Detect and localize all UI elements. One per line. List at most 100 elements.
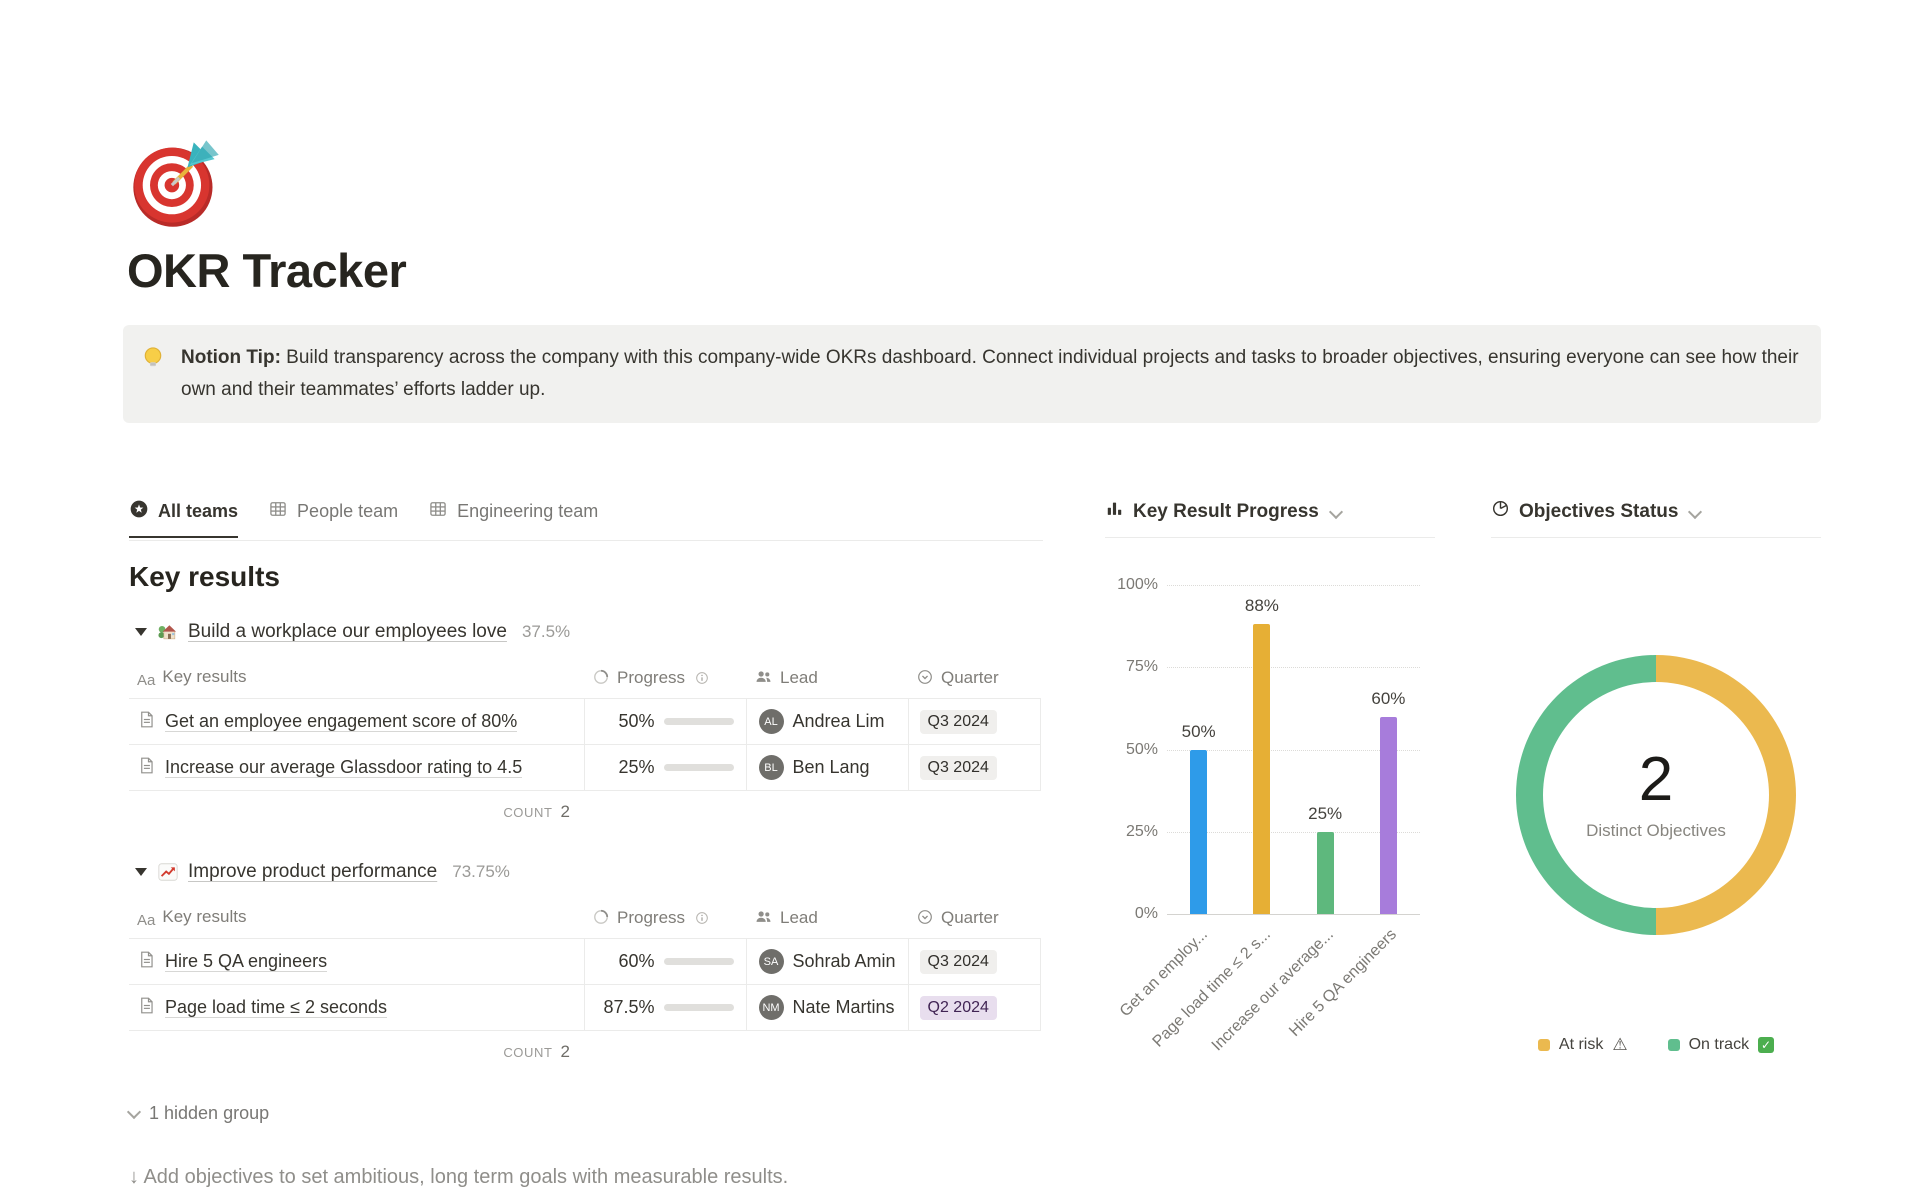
key-result-title[interactable]: Page load time ≤ 2 seconds [165,997,388,1017]
page-icon [137,996,156,1020]
header-progress[interactable]: Progress [584,901,746,939]
group-1: Improve product performance 73.75% Aa Key r… [129,859,1043,1073]
dartboard-icon[interactable] [125,132,225,232]
donut-center: 2 Distinct Objectives [1516,655,1796,935]
text-property-icon: Aa [137,911,156,929]
progress-bar [663,958,734,965]
tab-engineering-team[interactable]: Engineering team [428,499,598,536]
header-key-results[interactable]: Aa Key results [129,661,584,699]
donut-chart-header[interactable]: Objectives Status [1491,499,1821,538]
bar-chart-icon [1105,499,1124,524]
lead-cell[interactable]: SA Sohrab Amin [745,938,908,985]
gridline [1167,831,1420,833]
avatar: BL [758,755,784,780]
groups: Build a workplace our employees love 37.5… [129,619,1043,1073]
lead-name: Ben Lang [792,757,870,777]
bar-value-label: 60% [1371,688,1406,708]
bar-chart-header[interactable]: Key Result Progress [1105,499,1435,538]
quarter-cell[interactable]: Q3 2024 [907,744,1041,791]
section-title: Key results [129,561,280,592]
bar-3 [1379,716,1397,914]
key-result-title[interactable]: Hire 5 QA engineers [165,951,328,971]
tab-all-teams[interactable]: All teams [129,499,239,538]
add-objectives-hint: ↓ Add objectives to set ambitious, long … [129,1166,789,1188]
header-quarter[interactable]: Quarter [908,901,1040,939]
header-progress[interactable]: Progress [584,661,746,699]
group-toggle-icon[interactable] [135,868,147,876]
y-axis-tick: 75% [1125,658,1158,676]
count-value: 2 [560,802,570,821]
progress-ring-icon [592,908,610,926]
key-result-title[interactable]: Get an employee engagement score of 80% [165,711,518,731]
bar-plot: 100% 75% 50% 25% 0% 50% 88% 25% 60% [1117,576,1420,922]
bar-x-labels: Get an employ... Page load time ≤ 2 s... I… [1116,914,1420,1084]
progress-value: 60% [618,951,655,971]
table-row[interactable]: Get an employee engagement score of 80% 5… [129,698,1041,745]
page-title: OKR Tracker [127,244,407,297]
key-result-title[interactable]: Increase our average Glassdoor rating to… [165,757,523,777]
y-axis-tick: 50% [1125,740,1158,758]
count-row[interactable]: COUNT 2 [129,791,584,833]
group-title[interactable]: Improve product performance [188,861,438,882]
legend-swatch [1667,1039,1680,1051]
people-icon [754,667,773,686]
lead-cell[interactable]: AL Andrea Lim [745,698,908,745]
header-key-results[interactable]: Aa Key results [129,901,584,939]
progress-cell[interactable]: 25% [583,744,746,791]
progress-bar [663,1004,734,1011]
donut-chart-title: Objectives Status [1519,500,1679,522]
lead-cell[interactable]: BL Ben Lang [745,744,908,791]
key-result-cell[interactable]: Page load time ≤ 2 seconds [129,984,584,1031]
chevron-down-icon [126,1104,142,1119]
legend-item-at-risk: At risk ⚠ [1537,1035,1628,1055]
hidden-group-toggle[interactable]: 1 hidden group [126,1103,1043,1124]
bar-0 [1190,749,1208,914]
key-result-cell[interactable]: Hire 5 QA engineers [129,938,584,985]
quarter-cell[interactable]: Q3 2024 [907,938,1041,985]
group-header: Build a workplace our employees love 37.5… [129,619,1043,645]
lead-name: Nate Martins [792,997,895,1017]
quarter-cell[interactable]: Q2 2024 [907,984,1041,1031]
count-row[interactable]: COUNT 2 [129,1031,584,1073]
tab-people-team[interactable]: People team [268,499,398,536]
key-results-table: Aa Key results Progress Lead Quarter Get an … [129,661,1041,791]
quarter-cell[interactable]: Q3 2024 [907,698,1041,745]
chevron-down-icon [1688,504,1703,519]
hidden-group-label: 1 hidden group [149,1103,270,1123]
table-view-icon [428,499,448,524]
chart-up-emoji-icon [157,861,179,883]
count-label: COUNT [503,804,553,820]
bar-chart-card: Key Result Progress 100% 75% 50% 25% 0% 50% 88… [1105,499,1435,1084]
distinct-objectives-label: Distinct Objectives [1586,821,1726,840]
info-icon[interactable] [694,670,710,686]
x-axis-label: Hire 5 QA engineers [1286,926,1401,1040]
header-lead[interactable]: Lead [746,901,908,939]
progress-cell[interactable]: 60% [583,938,746,985]
lead-name: Andrea Lim [792,711,885,731]
key-result-cell[interactable]: Get an employee engagement score of 80% [129,698,584,745]
progress-cell[interactable]: 50% [583,698,746,745]
lead-name: Sohrab Amin [792,951,896,971]
table-row[interactable]: Page load time ≤ 2 seconds 87.5% NM Nate Ma… [129,984,1041,1031]
lead-cell[interactable]: NM Nate Martins [745,984,908,1031]
key-result-cell[interactable]: Increase our average Glassdoor rating to… [129,744,584,791]
page-icon [137,756,156,780]
left-pane: All teams People team Engineering team Key… [126,499,1043,1124]
group-toggle-icon[interactable] [135,628,147,636]
x-axis-label: Get an employ... [1116,926,1211,1021]
header-quarter[interactable]: Quarter [908,661,1040,699]
table-header-row: Aa Key results Progress Lead Quarter [129,661,1040,699]
table-row[interactable]: Hire 5 QA engineers 60% SA Sohrab Amin Q3 20… [129,938,1041,985]
progress-cell[interactable]: 87.5% [583,984,746,1031]
table-row[interactable]: Increase our average Glassdoor rating to… [129,744,1041,791]
header-lead[interactable]: Lead [746,661,908,699]
quarter-tag: Q3 2024 [919,755,997,780]
group-percent: 37.5% [521,622,571,641]
group-title[interactable]: Build a workplace our employees love [188,621,507,642]
avatar: NM [758,995,784,1020]
gridline [1167,585,1420,586]
chevron-down-icon [1328,504,1343,519]
y-axis-tick: 0% [1134,905,1158,922]
info-icon[interactable] [694,910,710,926]
table-view-icon [268,499,288,524]
